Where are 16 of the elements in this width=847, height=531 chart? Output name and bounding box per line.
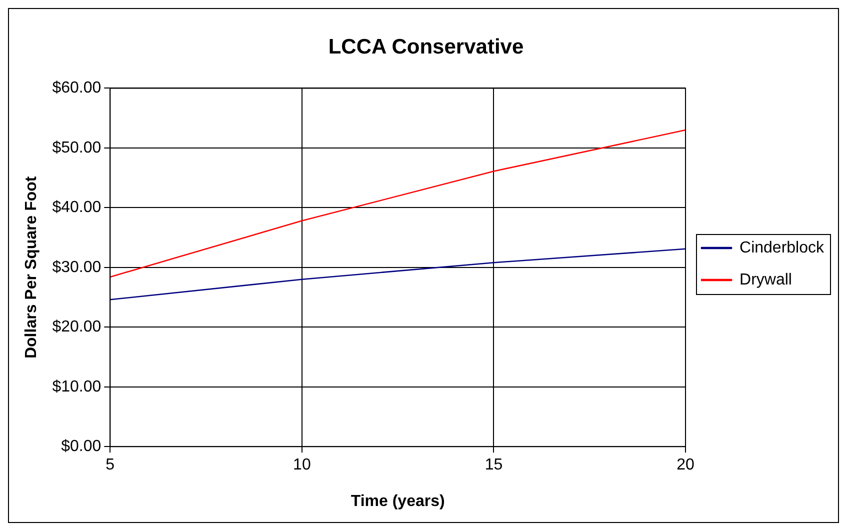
y-tick-label: $20.00: [52, 318, 102, 336]
x-tick-label: 10: [293, 456, 311, 474]
chart-title: LCCA Conservative: [328, 35, 524, 58]
x-tick-label: 15: [484, 456, 503, 474]
legend-label: Cinderblock: [740, 239, 825, 256]
y-axis-title: Dollars Per Square Foot: [23, 176, 40, 359]
x-tick-label: 20: [676, 456, 695, 474]
x-tick-label: 5: [106, 456, 115, 474]
y-tick-label: $30.00: [52, 258, 102, 276]
y-tick-label: $60.00: [52, 80, 102, 97]
x-axis-title: Time (years): [350, 492, 445, 510]
y-tick-label: $40.00: [52, 199, 102, 216]
legend-label: Drywall: [740, 271, 792, 288]
y-tick-label: $0.00: [61, 438, 102, 456]
y-tick-label: $50.00: [52, 139, 102, 156]
y-tick-label: $10.00: [52, 378, 102, 396]
